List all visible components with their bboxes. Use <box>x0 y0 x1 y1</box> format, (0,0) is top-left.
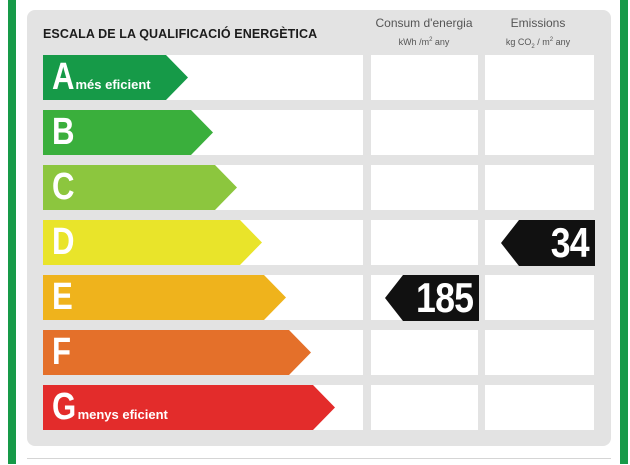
consumption-unit: kWh /m2 any <box>398 37 450 47</box>
emissions-cell <box>485 55 594 100</box>
rating-letter: E <box>52 276 73 318</box>
bottom-divider <box>27 458 611 465</box>
scale-title: ESCALA DE LA QUALIFICACIÓ ENERGÈTICA <box>43 27 318 41</box>
rating-letter: G <box>52 386 77 428</box>
emissions-cell <box>485 275 594 320</box>
frame-left-border <box>8 0 16 464</box>
emissions-label: Emissions <box>510 16 566 30</box>
rating-arrow-f: F <box>43 330 311 375</box>
emissions-cell <box>485 110 594 155</box>
consumption-cell <box>371 220 478 265</box>
consumption-cell <box>371 385 478 430</box>
rating-letter: C <box>52 166 75 208</box>
emissions-cell <box>485 165 594 210</box>
emissions-cell <box>485 330 594 375</box>
rating-letter: D <box>52 221 75 263</box>
consumption-indicator: 185 <box>385 275 479 321</box>
rating-arrow-e: E <box>43 275 286 320</box>
rating-letter: B <box>52 111 75 153</box>
rating-arrow-c: C <box>43 165 237 210</box>
consumption-cell <box>371 55 478 100</box>
rating-arrow-b: B <box>43 110 213 155</box>
rating-description: menys eficient <box>77 407 168 422</box>
emissions-unit: kg CO2 / m2 any <box>505 37 571 50</box>
emissions-indicator: 34 <box>501 220 595 266</box>
consumption-label: Consum d'energia <box>375 16 473 30</box>
consumption-cell <box>371 165 478 210</box>
consumption-header: Consum d'energia kWh /m2 any <box>370 16 478 50</box>
emissions-header: Emissions kg CO2 / m2 any <box>484 16 592 55</box>
consumption-cell <box>371 110 478 155</box>
rating-arrow-d: D <box>43 220 262 265</box>
rating-letter: A <box>52 56 75 98</box>
consumption-cell <box>371 330 478 375</box>
frame-right-border <box>620 0 628 464</box>
consumption-value: 185 <box>415 274 474 321</box>
rating-letter: F <box>52 331 72 373</box>
rating-description: més eficient <box>75 77 151 92</box>
emissions-cell <box>485 385 594 430</box>
emissions-value: 34 <box>550 219 590 266</box>
